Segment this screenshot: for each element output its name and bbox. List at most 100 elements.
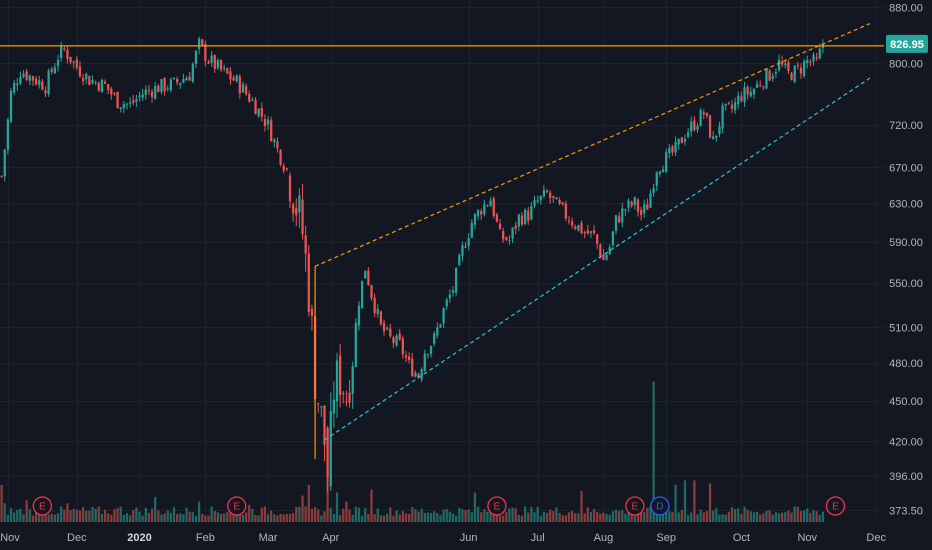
volume-bar: [536, 507, 539, 522]
volume-bar: [583, 513, 586, 522]
volume-bar: [279, 513, 282, 522]
earnings-event-marker[interactable]: E: [487, 496, 507, 516]
candle-body: [163, 78, 166, 92]
candle-body: [16, 83, 19, 86]
candle-body: [248, 93, 251, 102]
volume-bar: [266, 514, 270, 522]
candle-body: [116, 91, 119, 109]
candle-body: [414, 372, 417, 377]
candle-body: [9, 90, 13, 122]
volume-bar: [489, 512, 492, 522]
candle-body: [135, 99, 138, 102]
volume-bar: [746, 509, 749, 522]
volume-bar: [476, 506, 480, 522]
volume-bar: [22, 514, 25, 522]
dividend-event-marker[interactable]: D: [650, 496, 670, 516]
volume-bar: [574, 513, 577, 522]
candle-body: [498, 223, 502, 230]
candle-body: [345, 401, 348, 403]
volume-bar: [197, 501, 201, 522]
volume-bar: [571, 510, 574, 522]
volume-bar: [771, 514, 774, 522]
volume-bar: [191, 512, 194, 522]
candle-body: [398, 333, 401, 340]
candle-body: [567, 220, 571, 222]
earnings-event-marker[interactable]: E: [625, 496, 645, 516]
candle-body: [693, 120, 696, 131]
candle-body: [310, 308, 314, 316]
candle-body: [94, 82, 97, 84]
candle-body: [520, 215, 524, 225]
candle-body: [179, 83, 182, 85]
earnings-event-marker[interactable]: E: [227, 496, 247, 516]
volume-bar: [122, 514, 125, 522]
candle-body: [266, 119, 270, 125]
candle-body: [476, 210, 480, 217]
volume-bar: [596, 511, 599, 522]
last-price-badge: [886, 34, 928, 53]
candle-body: [376, 308, 379, 314]
y-tick-label: 480.00: [889, 358, 923, 370]
volume-bar: [426, 512, 430, 522]
volume-bar: [241, 514, 245, 522]
candle-body: [288, 175, 292, 202]
volume-bar: [683, 480, 687, 522]
volume-bar: [329, 508, 332, 522]
volume-bar: [414, 509, 417, 522]
candle-body: [464, 246, 467, 248]
volume-bar: [498, 515, 502, 522]
candle-body: [282, 165, 285, 171]
candle-body: [141, 94, 144, 98]
volume-bar: [639, 511, 643, 522]
candle-body: [781, 61, 784, 65]
candle-body: [511, 227, 514, 239]
volume-bar: [809, 512, 812, 522]
x-tick-label: Dec: [866, 532, 886, 544]
volume-bar: [56, 513, 60, 522]
volume-bar: [25, 500, 28, 522]
candle-body: [658, 171, 662, 174]
volume-bar: [636, 511, 640, 522]
candle-body: [473, 213, 477, 225]
candle-body: [614, 215, 618, 231]
candle-body: [201, 39, 204, 46]
candle-body: [298, 195, 301, 213]
volume-bar: [9, 508, 13, 522]
event-marker-circle: [625, 496, 645, 516]
volume-bar: [69, 509, 72, 522]
volume-bar: [796, 506, 799, 522]
volume-bar: [304, 506, 307, 522]
candle-body: [561, 202, 564, 205]
candle-body: [407, 356, 411, 361]
earnings-event-marker[interactable]: E: [825, 496, 846, 516]
candle-body: [401, 338, 404, 355]
volume-bar: [705, 510, 709, 522]
candle-body: [621, 208, 624, 223]
candle-body: [417, 373, 420, 378]
volume-bar: [755, 511, 759, 522]
volume-bar: [313, 507, 317, 522]
volume-bar: [395, 510, 398, 522]
volume-bar: [420, 508, 423, 522]
candle-body: [686, 132, 690, 137]
volume-bar: [806, 508, 809, 522]
event-marker-label: E: [39, 502, 46, 513]
candle-body: [668, 147, 671, 153]
volume-bar: [727, 511, 730, 522]
candle-body: [263, 119, 267, 126]
candle-body: [100, 79, 104, 93]
candle-body: [671, 146, 674, 153]
candle-body: [354, 322, 357, 367]
earnings-event-marker[interactable]: E: [32, 496, 52, 516]
volume-bar: [188, 511, 191, 522]
candle-body: [301, 199, 304, 235]
candle-body: [605, 254, 608, 260]
volume-bar: [16, 509, 19, 522]
volume-bar: [348, 509, 351, 522]
volume-bar: [502, 515, 505, 522]
candle-body: [533, 200, 536, 206]
volume-bar: [404, 513, 408, 522]
candle-body: [555, 197, 558, 200]
